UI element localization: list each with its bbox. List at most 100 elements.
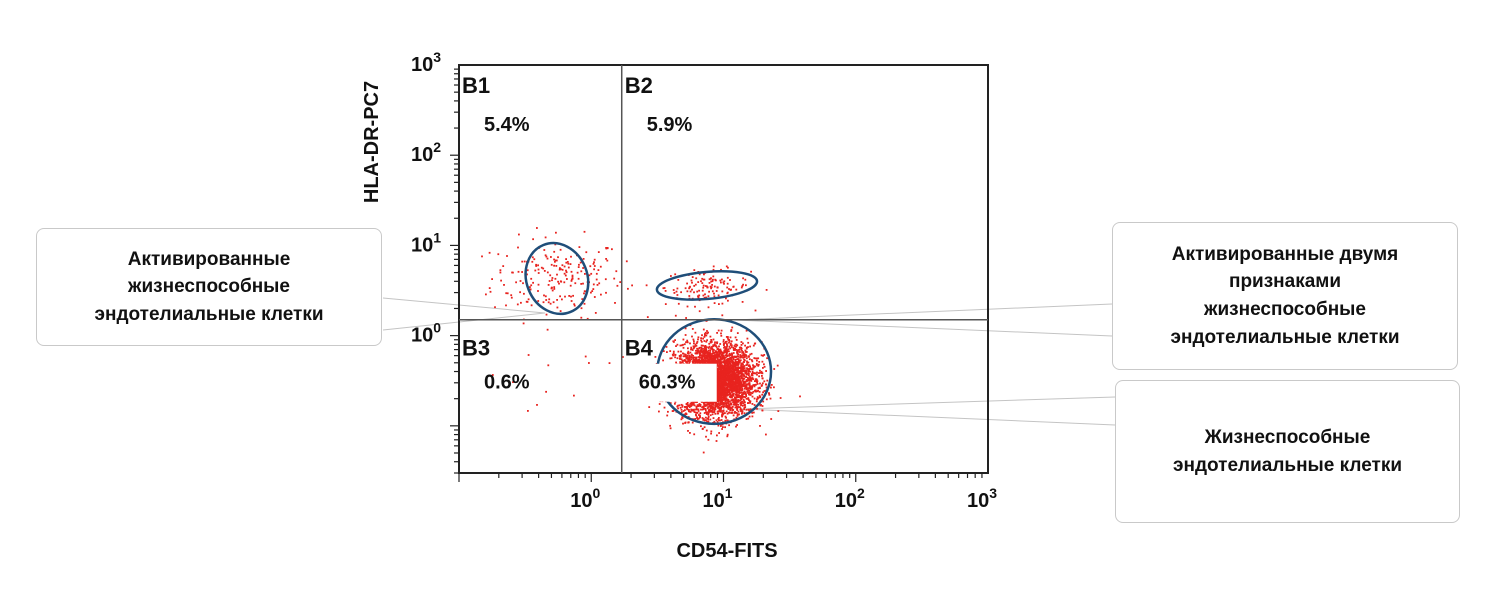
- event-dot-b4-cluster: [733, 403, 736, 406]
- event-dot-b1-cluster: [530, 277, 533, 280]
- event-dot-b4-cluster: [759, 371, 761, 374]
- event-dot-b4-cluster: [721, 401, 723, 403]
- event-dot-b4-cluster: [654, 356, 657, 358]
- event-dot-b4-cluster: [662, 350, 665, 352]
- event-dot-b4-cluster: [682, 338, 685, 341]
- event-dot-b4-cluster: [760, 370, 763, 373]
- event-dot-b1-cluster: [616, 284, 619, 287]
- event-dot-b1-cluster: [556, 273, 558, 276]
- event-dot-b4-cluster: [701, 406, 703, 408]
- event-dot-b2-cluster: [711, 290, 714, 293]
- event-dot-b4-cluster: [701, 417, 704, 419]
- event-dot-b4-cluster: [686, 407, 688, 409]
- event-dot-b1-cluster: [565, 258, 567, 260]
- event-dot-b4-cluster: [704, 405, 707, 407]
- event-dot-b4-cluster: [695, 407, 698, 410]
- event-dot-b2-cluster: [725, 265, 728, 268]
- event-dot-b4-cluster: [752, 344, 755, 347]
- event-dot-b4-cluster: [736, 413, 739, 415]
- event-dot-b4-cluster: [744, 392, 747, 395]
- event-dot-b4-cluster: [751, 374, 754, 377]
- event-dot-b4-cluster: [714, 401, 717, 404]
- event-dot-b2-cluster: [740, 286, 743, 289]
- event-dot-b1-cluster: [510, 294, 513, 297]
- event-dot-b4-cluster: [721, 314, 724, 317]
- event-dot-b1-cluster: [611, 248, 613, 251]
- event-dot-b4-cluster: [715, 403, 718, 406]
- event-dot-b4-cluster: [722, 409, 725, 412]
- event-dot-b1-cluster: [521, 260, 524, 263]
- event-dot-b4-cluster: [739, 407, 742, 410]
- event-dot-b4-cluster: [696, 340, 699, 343]
- event-dot-b4-cluster: [716, 421, 719, 423]
- event-dot-b4-cluster: [724, 426, 726, 429]
- event-dot-b1-cluster: [529, 288, 532, 291]
- event-dot-b1-cluster: [544, 236, 547, 239]
- event-dot-b4-cluster: [720, 387, 723, 390]
- event-dot-b4-cluster: [703, 426, 706, 429]
- event-dot-b1-cluster: [523, 292, 525, 295]
- event-dot-b4-cluster: [684, 334, 687, 336]
- event-dot-b4-cluster: [743, 390, 746, 393]
- event-dot-b4-cluster: [734, 373, 737, 376]
- event-dot-b4-cluster: [759, 387, 761, 390]
- event-dot-b4-cluster: [747, 377, 750, 380]
- event-dot-b4-cluster: [706, 417, 709, 420]
- event-dot-b1-cluster: [582, 267, 584, 269]
- event-dot-b4-cluster: [745, 384, 748, 387]
- event-dot-b1-cluster: [521, 271, 523, 273]
- event-dot-b4-cluster: [709, 402, 712, 404]
- event-dot-b4-cluster: [688, 356, 691, 359]
- event-dot-b4-cluster: [742, 393, 745, 395]
- event-dot-b4-cluster: [732, 349, 735, 351]
- event-dot-b4-cluster: [715, 364, 718, 366]
- event-dot-b4-cluster: [736, 368, 738, 371]
- event-dot-b4-cluster: [748, 384, 751, 387]
- event-dot-b4-cluster: [762, 367, 764, 369]
- event-dot-b4-cluster: [681, 344, 683, 347]
- event-dot-b1-cluster: [543, 294, 545, 297]
- event-dot-b4-cluster: [712, 345, 715, 348]
- event-dot-b4-cluster: [737, 374, 739, 377]
- event-dot-b4-cluster: [741, 392, 744, 394]
- event-dot-b1-cluster: [596, 284, 599, 286]
- event-dot-b4-cluster: [705, 411, 707, 413]
- activated-gate: [524, 241, 590, 316]
- event-dot-b4-cluster: [698, 352, 701, 355]
- event-dot-b4-cluster: [750, 359, 753, 361]
- event-dot-b1-cluster: [559, 310, 562, 312]
- event-dot-b2-cluster: [662, 287, 665, 290]
- event-dot-b4-cluster: [686, 339, 689, 342]
- event-dot-b4-cluster: [740, 375, 743, 377]
- event-dot-b4-cluster: [729, 356, 732, 359]
- event-dot-b4-cluster: [721, 399, 724, 402]
- event-dot-b1-cluster: [569, 284, 572, 287]
- event-dot-b4-cluster: [695, 408, 698, 411]
- event-dot-b4-cluster: [724, 381, 727, 384]
- event-dot-b4-cluster: [755, 378, 757, 381]
- event-dot-b1-cluster: [563, 265, 566, 268]
- event-dot-b4-cluster: [692, 400, 695, 403]
- event-dot-b4-cluster: [688, 408, 690, 411]
- event-dot-b4-cluster: [700, 346, 703, 349]
- event-dot-b3-sparse: [622, 356, 624, 358]
- event-dot-b4-cluster: [726, 359, 729, 362]
- event-dot-b1-cluster: [592, 288, 595, 290]
- event-dot-b1-cluster: [547, 284, 550, 286]
- event-dot-b4-cluster: [725, 391, 728, 394]
- event-dot-b2-cluster: [701, 282, 704, 284]
- event-dot-b4-cluster: [735, 343, 738, 346]
- event-dot-b4-cluster: [734, 343, 737, 346]
- event-dot-b4-cluster: [709, 349, 712, 351]
- event-dot-b4-cluster: [704, 357, 706, 360]
- event-dot-b4-cluster: [748, 382, 751, 385]
- event-dot-b4-cluster: [718, 345, 720, 348]
- event-dot-b2-cluster: [672, 289, 675, 291]
- event-dot-b4-cluster: [732, 367, 735, 370]
- event-dot-b4-cluster: [711, 356, 714, 358]
- event-dot-b4-cluster: [726, 365, 729, 368]
- event-dot-b1-cluster: [549, 302, 552, 305]
- event-dot-b2-cluster: [674, 273, 677, 276]
- event-dot-b4-cluster: [758, 375, 760, 378]
- event-dot-b4-cluster: [751, 386, 754, 389]
